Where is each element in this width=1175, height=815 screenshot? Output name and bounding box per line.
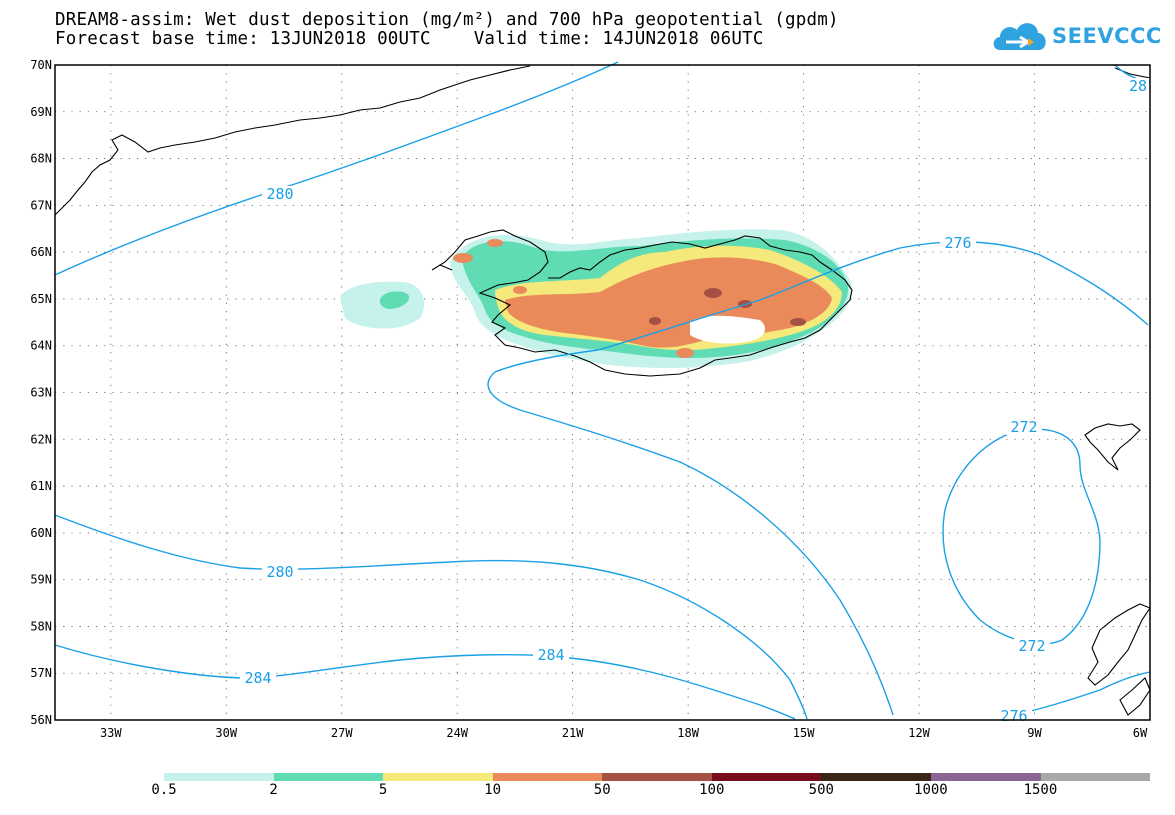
contour-272	[942, 428, 1101, 645]
longitude-labels: 33W 30W 27W 24W 21W 18W 15W 12W 9W 6W	[100, 726, 1148, 740]
contour-276-iceland-upper	[597, 241, 1149, 351]
lat-label: 58N	[30, 619, 52, 633]
lon-label: 30W	[215, 726, 237, 740]
legend-label: 5	[378, 782, 388, 798]
dust-core-4	[790, 318, 806, 326]
legend-swatch	[821, 773, 931, 781]
legend-swatch	[164, 773, 274, 781]
lon-label: 24W	[446, 726, 468, 740]
contour-label-276-north: 276	[944, 234, 971, 252]
legend-label: 1500	[1023, 782, 1058, 798]
lat-label: 70N	[30, 58, 52, 72]
contour-label-280-north: 280	[266, 185, 293, 203]
contour-label-280-south: 280	[266, 563, 293, 581]
map-frame	[54, 64, 1151, 721]
coast-scotland	[1087, 603, 1151, 686]
contour-label-284-west: 284	[244, 669, 271, 687]
legend-label: 500	[808, 782, 834, 798]
legend-label: 2	[269, 782, 278, 798]
lon-label: 21W	[562, 726, 584, 740]
dust-core-6	[487, 239, 503, 247]
contour-280-south	[54, 514, 808, 720]
legend-label: 100	[699, 782, 725, 798]
coastlines	[54, 65, 1151, 716]
lon-label: 12W	[908, 726, 930, 740]
coast-greenland	[54, 65, 531, 216]
legend-swatch	[711, 773, 822, 781]
seevccc-logo: SEEVCCC	[990, 14, 1161, 58]
coast-faroes	[1084, 423, 1141, 471]
lat-label: 60N	[30, 526, 52, 540]
dust-core-7	[676, 348, 694, 358]
dust-gap	[690, 315, 765, 344]
legend-label: 50	[593, 782, 611, 798]
contour-label-284-center: 284	[537, 646, 564, 664]
legend-label: 1000	[914, 782, 948, 798]
contour-label-272-top: 272	[1010, 418, 1037, 436]
lon-label: 6W	[1133, 726, 1148, 740]
legend-swatch	[273, 773, 384, 781]
lat-label: 68N	[30, 152, 52, 166]
dust-core-5	[453, 253, 473, 263]
dust-patch-west-core	[379, 291, 410, 309]
contour-280-north	[54, 61, 619, 276]
dust-core-1	[704, 288, 722, 298]
contour-label-272-bottom: 272	[1018, 637, 1045, 655]
lat-label: 64N	[30, 339, 52, 353]
legend-swatch	[1040, 773, 1151, 781]
geopotential-contours	[54, 61, 1151, 720]
dust-deposition-field	[340, 229, 852, 369]
lon-label: 15W	[793, 726, 815, 740]
lat-label: 65N	[30, 292, 52, 306]
lat-label: 63N	[30, 386, 52, 400]
title-line-1: DREAM8-assim: Wet dust deposition (mg/m²…	[55, 10, 839, 30]
contour-276-iceland	[487, 349, 894, 716]
lon-label: 27W	[331, 726, 353, 740]
title-line-2: Forecast base time: 13JUN2018 00UTC Vali…	[55, 29, 764, 49]
legend-swatch	[602, 773, 712, 781]
legend-swatch	[492, 773, 603, 781]
lat-label: 59N	[30, 573, 52, 587]
lat-label: 57N	[30, 666, 52, 680]
contour-labels: 280 280 284 284 276 272 272 276 28	[240, 77, 1149, 725]
latitude-labels: 70N 69N 68N 67N 66N 65N 64N 63N 62N 61N 60N 59N 58N 5…	[30, 58, 52, 727]
dust-core-3	[649, 317, 661, 325]
lat-label: 56N	[30, 713, 52, 727]
contour-284	[54, 644, 796, 720]
lon-label: 18W	[677, 726, 699, 740]
legend-label: 0.5	[151, 782, 177, 798]
logo-text: SEEVCCC	[1052, 24, 1162, 48]
contour-label-276-south: 276	[1000, 707, 1027, 725]
legend-swatch	[930, 773, 1041, 781]
lon-label: 9W	[1027, 726, 1042, 740]
lat-label: 67N	[30, 198, 52, 212]
coast-scotland-2	[1119, 677, 1151, 716]
coast-iceland	[431, 229, 853, 377]
legend-label: 10	[484, 782, 502, 798]
lon-label: 33W	[100, 726, 122, 740]
lat-label: 62N	[30, 432, 52, 446]
grid-lines	[55, 65, 1150, 720]
dust-core-8	[513, 286, 527, 294]
lat-label: 66N	[30, 245, 52, 259]
cloud-icon	[993, 23, 1046, 50]
color-legend	[164, 773, 1151, 781]
lat-label: 61N	[30, 479, 52, 493]
legend-swatch	[383, 773, 493, 781]
lat-label: 69N	[30, 105, 52, 119]
contour-label-28-ne: 28	[1129, 77, 1147, 95]
